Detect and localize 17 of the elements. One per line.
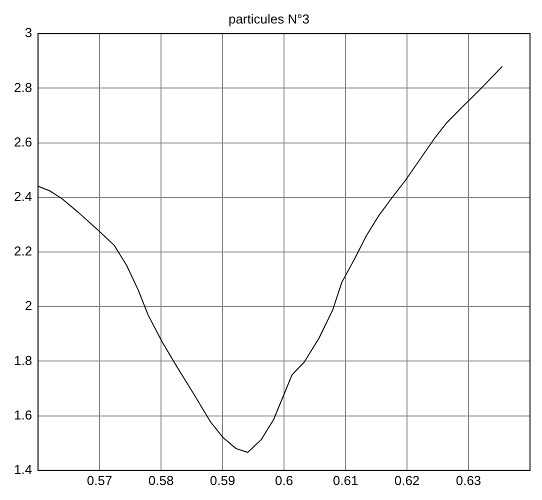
x-tick-label: 0.57: [86, 472, 112, 488]
x-tick-label: 0.62: [394, 472, 420, 488]
y-tick-label: 1.6: [14, 407, 32, 422]
y-tick-label: 1.8: [14, 352, 32, 368]
x-tick-label: 0.63: [456, 472, 482, 488]
y-tick-label: 2.6: [14, 134, 32, 150]
y-tick-label: 2: [24, 298, 32, 314]
y-tick-label: 1.4: [14, 462, 32, 477]
y-tick-label: 3: [24, 25, 32, 40]
x-tick-label: 0.6: [274, 472, 294, 488]
y-tick-label: 2.8: [14, 80, 32, 95]
x-tick-label: 0.58: [148, 472, 174, 488]
y-tick-label: 2.2: [14, 244, 32, 259]
y-tick-label: 2.4: [14, 188, 32, 204]
chart-title: particules N°3: [228, 11, 310, 26]
x-tick-label: 0.59: [210, 472, 236, 488]
x-tick-label: 0.61: [332, 472, 358, 488]
